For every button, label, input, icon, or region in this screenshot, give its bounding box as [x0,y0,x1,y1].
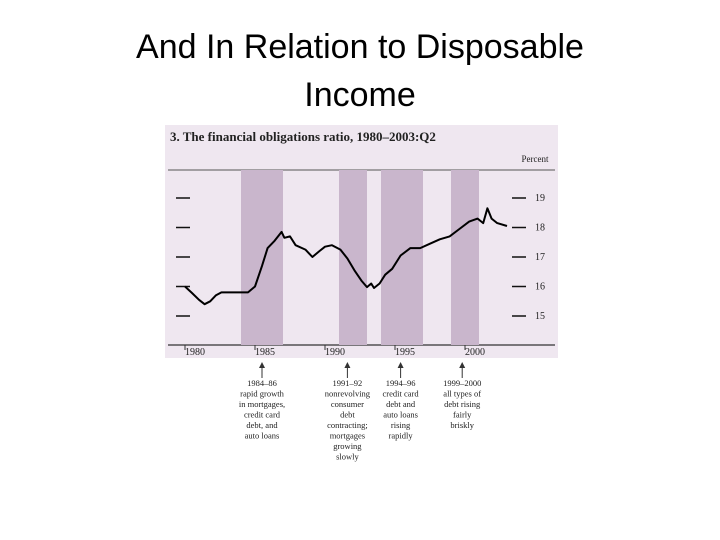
annotation-text: rising [391,420,411,430]
shaded-band [339,170,367,345]
annotation-text: 1991–92 [333,378,363,388]
y-tick-label: 19 [535,193,545,204]
annotation-text: mortgages [330,431,365,441]
chart-title: 3. The financial obligations ratio, 1980… [170,129,436,144]
x-tick-label: 1995 [395,347,415,358]
y-tick-label: 18 [535,223,545,234]
annotation-text: rapid growth [240,389,284,399]
shaded-band [241,170,283,345]
annotation-text: contracting; [327,420,368,430]
arrow-head [459,362,466,368]
annotation-text: auto loans [383,410,418,420]
slide-title: And In Relation to Disposable [136,28,584,66]
arrow-head [397,362,404,368]
annotation-text: growing [333,441,362,451]
x-tick-label: 1985 [255,347,275,358]
ratio-line [184,207,508,306]
arrow-head [344,362,351,368]
x-tick-label: 1990 [325,347,345,358]
annotation-text: credit card [244,410,281,420]
annotation-text: debt, and [246,420,278,430]
annotation-text: 1999–2000 [443,378,481,388]
arrow-head [259,362,265,368]
annotation-text: all types of [443,389,481,399]
y-tick-label: 15 [535,311,545,322]
annotation-text: auto loans [245,431,280,441]
annotation-text: briskly [450,420,474,430]
annotation-text: fairly [453,410,472,420]
annotation-text: debt [340,410,355,420]
x-tick-label: 1980 [185,347,205,358]
annotation-text: debt rising [444,399,481,409]
annotation-text: 1994–96 [386,378,416,388]
annotation-text: rapidly [389,431,414,441]
annotation-text: 1984–86 [247,378,277,388]
y-tick-label: 17 [535,252,545,263]
annotation-text: credit card [383,389,420,399]
shaded-band [381,170,423,345]
annotation-text: debt and [386,399,416,409]
annotation-text: consumer [331,399,364,409]
y-unit-label: Percent [522,154,549,164]
y-tick-label: 16 [535,282,545,293]
annotation-text: in mortgages, [239,399,285,409]
annotation-text: nonrevolving [325,389,371,399]
annotation-text: slowly [336,452,359,462]
shaded-band [451,170,479,345]
slide-title: Income [304,76,416,114]
x-tick-label: 2000 [465,347,485,358]
